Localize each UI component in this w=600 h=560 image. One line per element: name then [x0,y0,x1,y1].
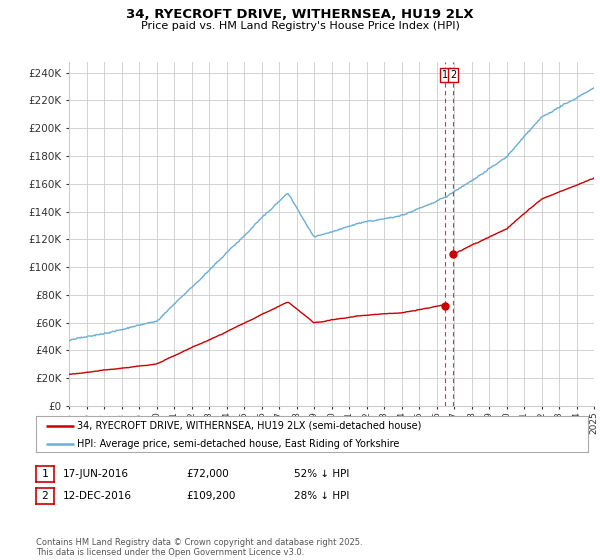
Text: 2: 2 [450,71,456,81]
Text: 12-DEC-2016: 12-DEC-2016 [63,491,132,501]
Text: £72,000: £72,000 [186,469,229,479]
Text: 2: 2 [41,491,49,501]
Text: 52% ↓ HPI: 52% ↓ HPI [294,469,349,479]
Text: 1: 1 [41,469,49,479]
Text: HPI: Average price, semi-detached house, East Riding of Yorkshire: HPI: Average price, semi-detached house,… [77,440,400,450]
Text: £109,200: £109,200 [186,491,235,501]
Text: 28% ↓ HPI: 28% ↓ HPI [294,491,349,501]
Text: Contains HM Land Registry data © Crown copyright and database right 2025.
This d: Contains HM Land Registry data © Crown c… [36,538,362,557]
Text: 34, RYECROFT DRIVE, WITHERNSEA, HU19 2LX: 34, RYECROFT DRIVE, WITHERNSEA, HU19 2LX [126,8,474,21]
Text: 17-JUN-2016: 17-JUN-2016 [63,469,129,479]
Text: Price paid vs. HM Land Registry's House Price Index (HPI): Price paid vs. HM Land Registry's House … [140,21,460,31]
Text: 34, RYECROFT DRIVE, WITHERNSEA, HU19 2LX (semi-detached house): 34, RYECROFT DRIVE, WITHERNSEA, HU19 2LX… [77,421,422,431]
Text: 1: 1 [442,71,448,81]
